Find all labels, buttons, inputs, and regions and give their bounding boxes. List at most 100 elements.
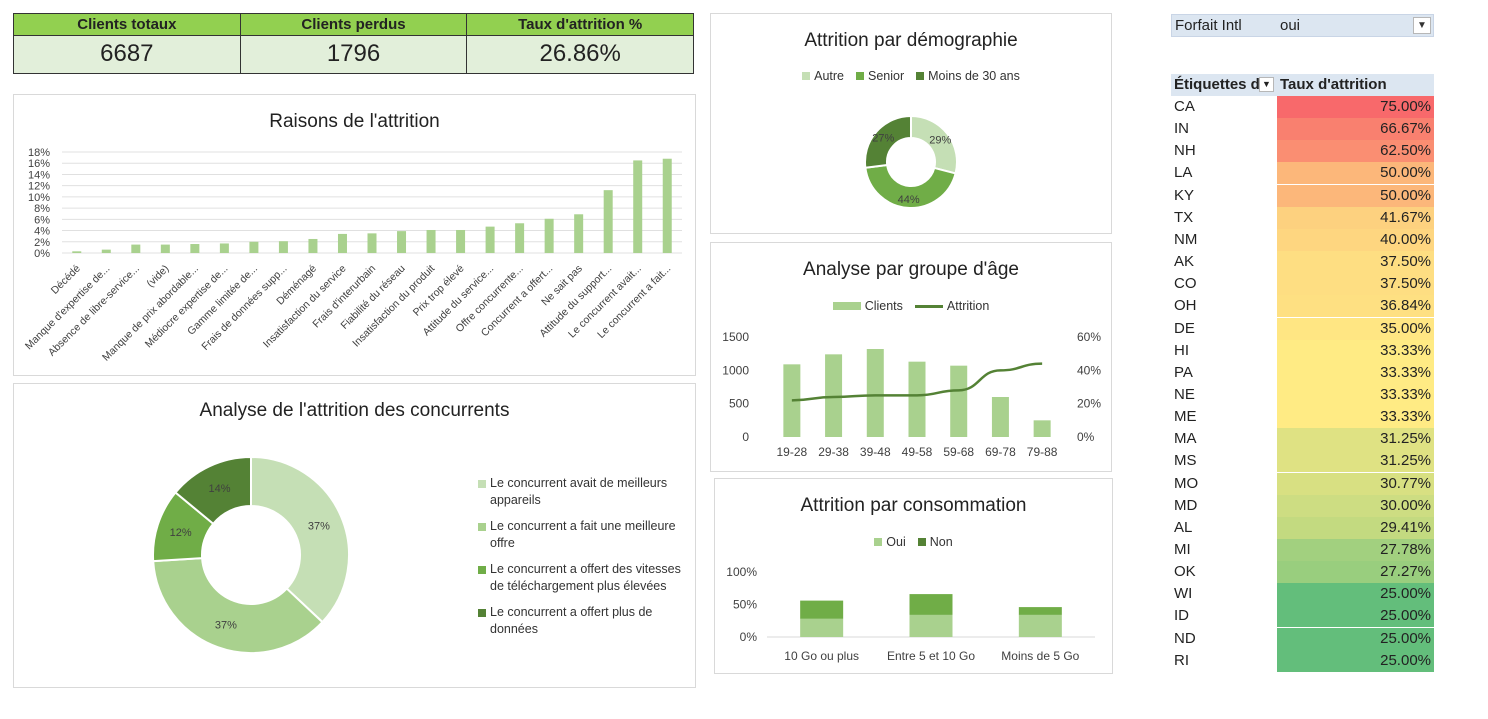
consumption-chart: 0% 50% 100% 10 Go ou plus Entre 5 et 10 Go Mo… bbox=[726, 565, 1095, 663]
table-row[interactable]: HI 33.33% bbox=[1171, 339, 1434, 362]
table-row[interactable]: PA 33.33% bbox=[1171, 361, 1434, 384]
bar bbox=[1033, 420, 1051, 437]
y-right-tick-label: 0% bbox=[1077, 430, 1095, 444]
bar bbox=[574, 214, 584, 253]
legend-text: Moins de 30 ans bbox=[928, 69, 1020, 83]
table-row[interactable]: DE 35.00% bbox=[1171, 317, 1434, 340]
kpi-label: Taux d'attrition % bbox=[467, 14, 694, 36]
rate-cell: 25.00% bbox=[1277, 605, 1434, 628]
age-chart-panel[interactable]: Analyse par groupe d'âge Clients Attriti… bbox=[710, 242, 1112, 472]
table-row[interactable]: ID 25.00% bbox=[1171, 605, 1434, 628]
state-cell: AK bbox=[1174, 253, 1195, 271]
bar bbox=[101, 249, 111, 253]
legend-swatch bbox=[916, 72, 925, 80]
donut-slice bbox=[250, 455, 350, 624]
legend-item: Attrition bbox=[914, 299, 989, 313]
y-right-tick-label: 40% bbox=[1077, 363, 1101, 377]
x-tick-label: Entre 5 et 10 Go bbox=[887, 649, 975, 663]
rate-cell: 50.00% bbox=[1277, 162, 1434, 185]
rate-cell: 27.27% bbox=[1277, 561, 1434, 584]
demographics-chart: 29% 44% 27% bbox=[864, 114, 958, 209]
data-label: 29% bbox=[929, 134, 951, 146]
intl-plan-filter[interactable]: Forfait Intl oui ▼ bbox=[1171, 14, 1434, 37]
bar bbox=[950, 365, 968, 437]
rate-cell: 31.25% bbox=[1277, 428, 1434, 451]
table-row[interactable]: AK 37.50% bbox=[1171, 251, 1434, 274]
legend-text: de téléchargement plus élevées bbox=[490, 579, 667, 593]
y-tick-label: 50% bbox=[733, 598, 757, 612]
chart-title: Analyse de l'attrition des concurrents bbox=[199, 400, 510, 421]
table-row[interactable]: AL 29.41% bbox=[1171, 516, 1434, 539]
bar bbox=[633, 160, 643, 253]
state-cell: CA bbox=[1174, 98, 1195, 115]
legend-swatch bbox=[478, 566, 486, 574]
reasons-chart-panel[interactable]: Raisons de l'attrition 0% 2% 4% 6% 8% 10% 12% 1… bbox=[13, 94, 696, 376]
consumption-chart-panel[interactable]: Attrition par consommation Oui Non 0% 50%… bbox=[714, 478, 1113, 674]
rate-cell: 30.00% bbox=[1277, 494, 1434, 517]
table-row[interactable]: RI 25.00% bbox=[1171, 649, 1434, 672]
row-filter-icon[interactable]: ▼ bbox=[1259, 77, 1274, 92]
y-tick-label: 8% bbox=[34, 203, 50, 215]
table-row[interactable]: KY 50.00% bbox=[1171, 184, 1434, 207]
legend-swatch bbox=[478, 523, 486, 531]
legend-text: Clients bbox=[864, 299, 903, 313]
rate-cell: 25.00% bbox=[1277, 627, 1434, 650]
rate-cell: 37.50% bbox=[1277, 251, 1434, 274]
bar bbox=[219, 243, 229, 253]
state-cell: PA bbox=[1174, 363, 1193, 381]
bar-segment bbox=[909, 594, 953, 615]
table-row[interactable]: ND 25.00% bbox=[1171, 627, 1434, 650]
bar bbox=[603, 190, 613, 253]
bar-segment bbox=[1018, 607, 1062, 615]
competitors-chart-panel[interactable]: Analyse de l'attrition des concurrents 3… bbox=[13, 383, 696, 688]
table-row[interactable]: IN 66.67% bbox=[1171, 118, 1434, 141]
chart-title: Attrition par consommation bbox=[800, 495, 1027, 516]
table-row[interactable]: MA 31.25% bbox=[1171, 428, 1434, 451]
rate-cell: 27.78% bbox=[1277, 539, 1434, 561]
y-tick-label: 100% bbox=[726, 565, 757, 579]
bar bbox=[278, 241, 288, 253]
state-cell: KY bbox=[1174, 186, 1195, 204]
table-row[interactable]: NE 33.33% bbox=[1171, 383, 1434, 406]
table-row[interactable]: MO 30.77% bbox=[1171, 472, 1434, 495]
state-cell: ND bbox=[1174, 629, 1196, 647]
legend-text: Non bbox=[929, 535, 953, 549]
legend-text: Le concurrent avait de meilleurs bbox=[490, 476, 668, 490]
demographics-chart-panel[interactable]: Attrition par démographie Autre Senior M… bbox=[710, 13, 1112, 234]
table-row[interactable]: ME 33.33% bbox=[1171, 406, 1434, 429]
table-row[interactable]: OK 27.27% bbox=[1171, 561, 1434, 584]
table-row[interactable]: CA 75.00% bbox=[1171, 96, 1434, 118]
legend-item: Senior bbox=[856, 69, 904, 83]
legend-swatch bbox=[478, 480, 486, 488]
legend-text: appareils bbox=[490, 493, 541, 507]
table-row[interactable]: WI 25.00% bbox=[1171, 583, 1434, 606]
table-row[interactable]: CO 37.50% bbox=[1171, 273, 1434, 296]
rate-cell: 25.00% bbox=[1277, 583, 1434, 606]
table-row[interactable]: TX 41.67% bbox=[1171, 206, 1434, 229]
competitors-legend: Le concurrent avait de meilleurs apparei… bbox=[478, 475, 693, 638]
attrition-line bbox=[791, 362, 1043, 402]
bar bbox=[308, 238, 318, 253]
x-tick-label: 29-38 bbox=[818, 445, 849, 459]
donut-slice bbox=[174, 455, 252, 526]
table-row[interactable]: NH 62.50% bbox=[1171, 140, 1434, 163]
bar bbox=[131, 244, 141, 253]
filter-dropdown-icon[interactable]: ▼ bbox=[1413, 17, 1431, 34]
kpi-attrition-rate: Taux d'attrition % 26.86% bbox=[467, 14, 694, 73]
table-row[interactable]: OH 36.84% bbox=[1171, 295, 1434, 318]
legend-item: Non bbox=[917, 535, 953, 549]
rate-cell: 33.33% bbox=[1277, 406, 1434, 429]
kpi-value: 6687 bbox=[14, 36, 240, 73]
data-label: 37% bbox=[308, 521, 330, 533]
state-cell: MI bbox=[1174, 541, 1191, 558]
table-row[interactable]: MD 30.00% bbox=[1171, 494, 1434, 517]
y-tick-label: 2% bbox=[34, 237, 50, 249]
table-row[interactable]: LA 50.00% bbox=[1171, 162, 1434, 185]
data-label: 37% bbox=[215, 620, 237, 632]
bar bbox=[544, 218, 554, 253]
table-row[interactable]: MI 27.78% bbox=[1171, 539, 1434, 561]
table-row[interactable]: NM 40.00% bbox=[1171, 228, 1434, 251]
state-cell: MO bbox=[1174, 474, 1199, 492]
table-row[interactable]: MS 31.25% bbox=[1171, 450, 1434, 473]
x-tick-label: 10 Go ou plus bbox=[784, 649, 859, 663]
